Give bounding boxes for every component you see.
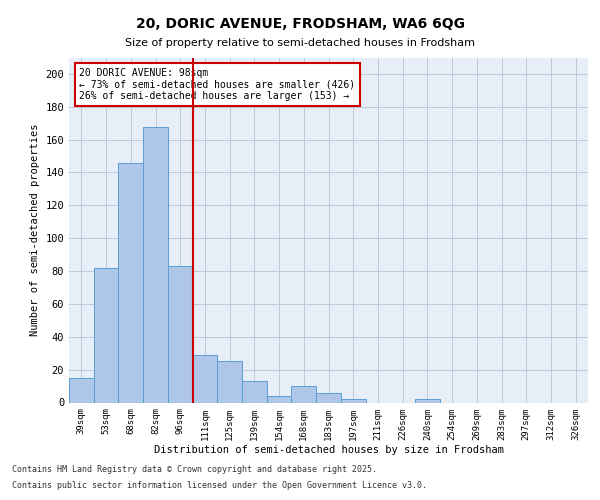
Bar	[168, 266, 193, 402]
Bar	[316, 392, 341, 402]
Bar	[69, 378, 94, 402]
Bar	[143, 126, 168, 402]
Text: 20 DORIC AVENUE: 98sqm
← 73% of semi-detached houses are smaller (426)
26% of se: 20 DORIC AVENUE: 98sqm ← 73% of semi-det…	[79, 68, 356, 101]
Bar	[242, 381, 267, 402]
Bar	[415, 399, 440, 402]
Bar	[193, 355, 217, 403]
Text: Contains HM Land Registry data © Crown copyright and database right 2025.: Contains HM Land Registry data © Crown c…	[12, 466, 377, 474]
Bar	[118, 162, 143, 402]
Text: Contains public sector information licensed under the Open Government Licence v3: Contains public sector information licen…	[12, 480, 427, 490]
Text: Size of property relative to semi-detached houses in Frodsham: Size of property relative to semi-detach…	[125, 38, 475, 48]
Bar	[94, 268, 118, 402]
Text: 20, DORIC AVENUE, FRODSHAM, WA6 6QG: 20, DORIC AVENUE, FRODSHAM, WA6 6QG	[136, 18, 464, 32]
Bar	[217, 362, 242, 403]
Bar	[341, 399, 365, 402]
Bar	[292, 386, 316, 402]
X-axis label: Distribution of semi-detached houses by size in Frodsham: Distribution of semi-detached houses by …	[154, 445, 503, 455]
Y-axis label: Number of semi-detached properties: Number of semi-detached properties	[30, 124, 40, 336]
Bar	[267, 396, 292, 402]
